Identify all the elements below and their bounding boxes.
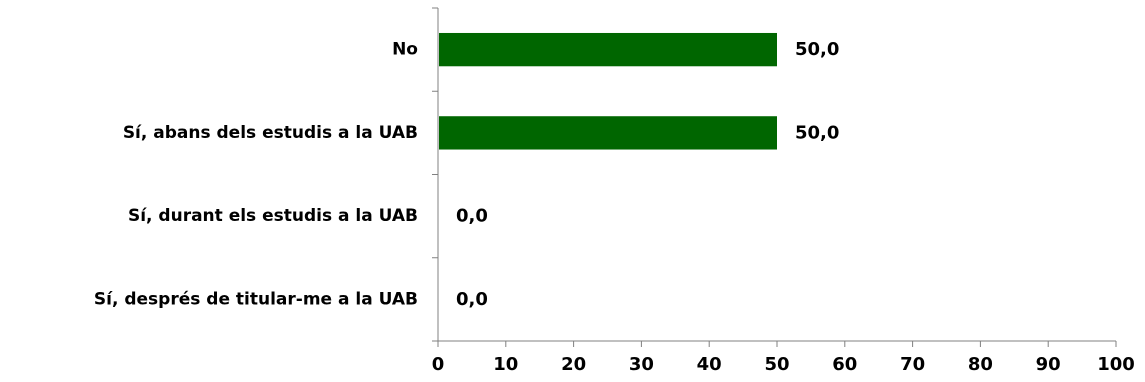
data-label-3: 0,0 bbox=[456, 289, 488, 310]
x-tick-label-3: 30 bbox=[629, 354, 654, 375]
x-tick-label-4: 40 bbox=[697, 354, 722, 375]
x-tick-label-1: 10 bbox=[493, 354, 518, 375]
category-label-3: Sí, després de titular-me a la UAB bbox=[94, 289, 418, 309]
x-tick-label-9: 90 bbox=[1036, 354, 1061, 375]
axes-layer bbox=[432, 7, 1117, 347]
bars-layer bbox=[439, 32, 777, 150]
data-label-0: 50,0 bbox=[795, 39, 839, 60]
labels-layer: No 50,0 Sí, abans dels estudis a la UAB 50,… bbox=[94, 39, 1135, 375]
data-label-1: 50,0 bbox=[795, 122, 839, 143]
x-tick-label-5: 50 bbox=[764, 354, 789, 375]
category-label-2: Sí, durant els estudis a la UAB bbox=[128, 206, 418, 226]
x-tick-label-0: 0 bbox=[432, 354, 445, 375]
category-label-0: No bbox=[392, 40, 418, 60]
x-tick-label-10: 100 bbox=[1097, 354, 1135, 375]
bar-0 bbox=[439, 32, 777, 67]
category-label-1: Sí, abans dels estudis a la UAB bbox=[123, 123, 418, 143]
x-tick-label-6: 60 bbox=[832, 354, 857, 375]
x-tick-label-7: 70 bbox=[900, 354, 925, 375]
x-tick-label-8: 80 bbox=[968, 354, 993, 375]
data-label-2: 0,0 bbox=[456, 206, 488, 227]
bar-1 bbox=[439, 116, 777, 150]
x-tick-label-2: 20 bbox=[561, 354, 586, 375]
